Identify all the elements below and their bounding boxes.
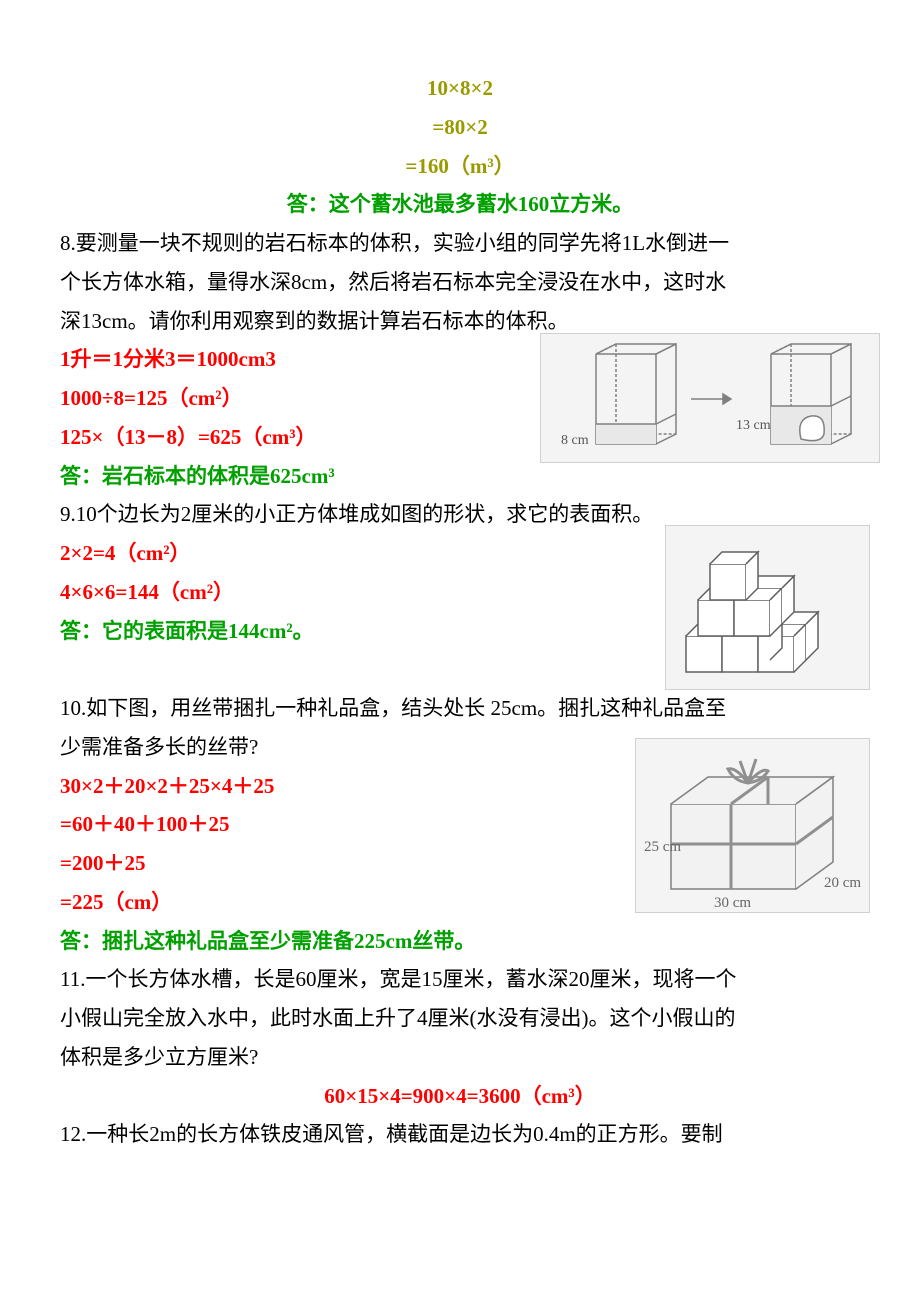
q11-text-2: 小假山完全放入水中，此时水面上升了4厘米(水没有浸出)。这个小假山的	[60, 1000, 860, 1037]
q11-text-3: 体积是多少立方厘米?	[60, 1039, 860, 1076]
q11-calc: 60×15×4=900×4=3600（cm³）	[60, 1078, 860, 1115]
q9-figure	[665, 525, 870, 690]
q10-label-25: 25 cm	[644, 839, 681, 855]
q10-figure: 25 cm 30 cm 20 cm	[635, 738, 870, 913]
q8-figure: 8 cm 13 cm	[540, 333, 880, 463]
q11-text-1: 11.一个长方体水槽，长是60厘米，宽是15厘米，蓄水深20厘米，现将一个	[60, 961, 860, 998]
q12-text-1: 12.一种长2m的长方体铁皮通风管，横截面是边长为0.4m的正方形。要制	[60, 1116, 860, 1153]
q10-label-30: 30 cm	[714, 895, 751, 911]
q10-text-1: 10.如下图，用丝带捆扎一种礼品盒，结头处长 25cm。捆扎这种礼品盒至	[60, 690, 860, 727]
q8-text-2: 个长方体水箱，量得水深8cm，然后将岩石标本完全浸没在水中，这时水	[60, 264, 860, 301]
top-calc-l3: =160（m³）	[60, 148, 860, 185]
top-calc-ans: 答：这个蓄水池最多蓄水160立方米。	[60, 186, 860, 223]
q10-ans: 答：捆扎这种礼品盒至少需准备225cm丝带。	[60, 923, 860, 960]
q8-label-left: 8 cm	[561, 433, 589, 448]
top-calc-l1: 10×8×2	[60, 70, 860, 107]
top-calc-l2: =80×2	[60, 109, 860, 146]
q8-label-right: 13 cm	[736, 418, 771, 433]
q8-text-1: 8.要测量一块不规则的岩石标本的体积，实验小组的同学先将1L水倒进一	[60, 225, 860, 262]
q10-label-20: 20 cm	[824, 875, 861, 891]
